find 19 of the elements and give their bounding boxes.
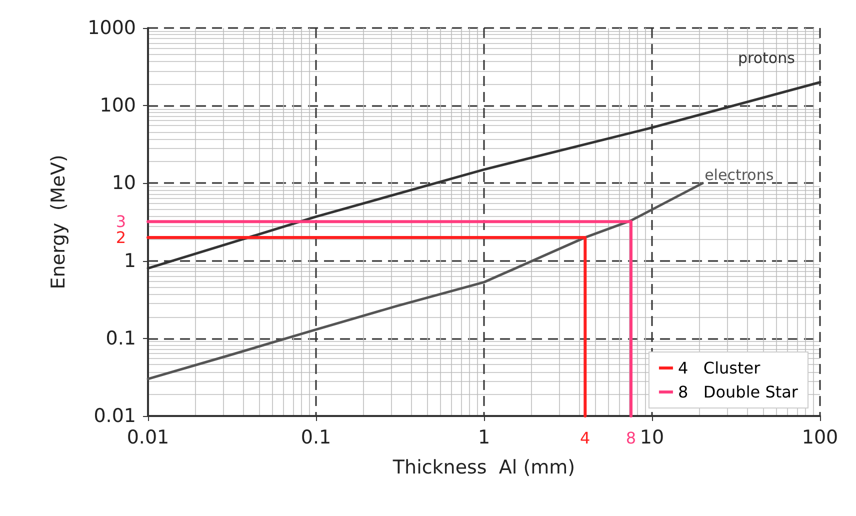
annotation: 4 <box>580 428 590 448</box>
y-tick-label: 0.01 <box>94 405 136 427</box>
y-tick-label: 1 <box>124 250 136 272</box>
x-tick-label: 0.1 <box>300 426 332 448</box>
series-label: electrons <box>704 166 774 184</box>
y-tick-label: 10 <box>112 172 136 194</box>
annotation: 8 <box>626 428 636 448</box>
y-tick-label: 100 <box>100 94 136 117</box>
y-tick-label: 0.1 <box>106 327 136 350</box>
x-tick-label: 100 <box>802 426 838 448</box>
x-tick-label: 10 <box>640 426 664 448</box>
legend-label: 8 Double Star <box>678 382 798 402</box>
x-tick-label: 1 <box>478 426 490 448</box>
y-tick-label: 1000 <box>88 17 136 39</box>
y-axis-title: Energy (MeV) <box>48 154 70 290</box>
legend-label: 4 Cluster <box>678 358 761 378</box>
x-tick-label: 0.01 <box>126 426 170 448</box>
x-axis-title: Thickness Al (mm) <box>392 456 576 478</box>
series-label: protons <box>738 49 796 68</box>
